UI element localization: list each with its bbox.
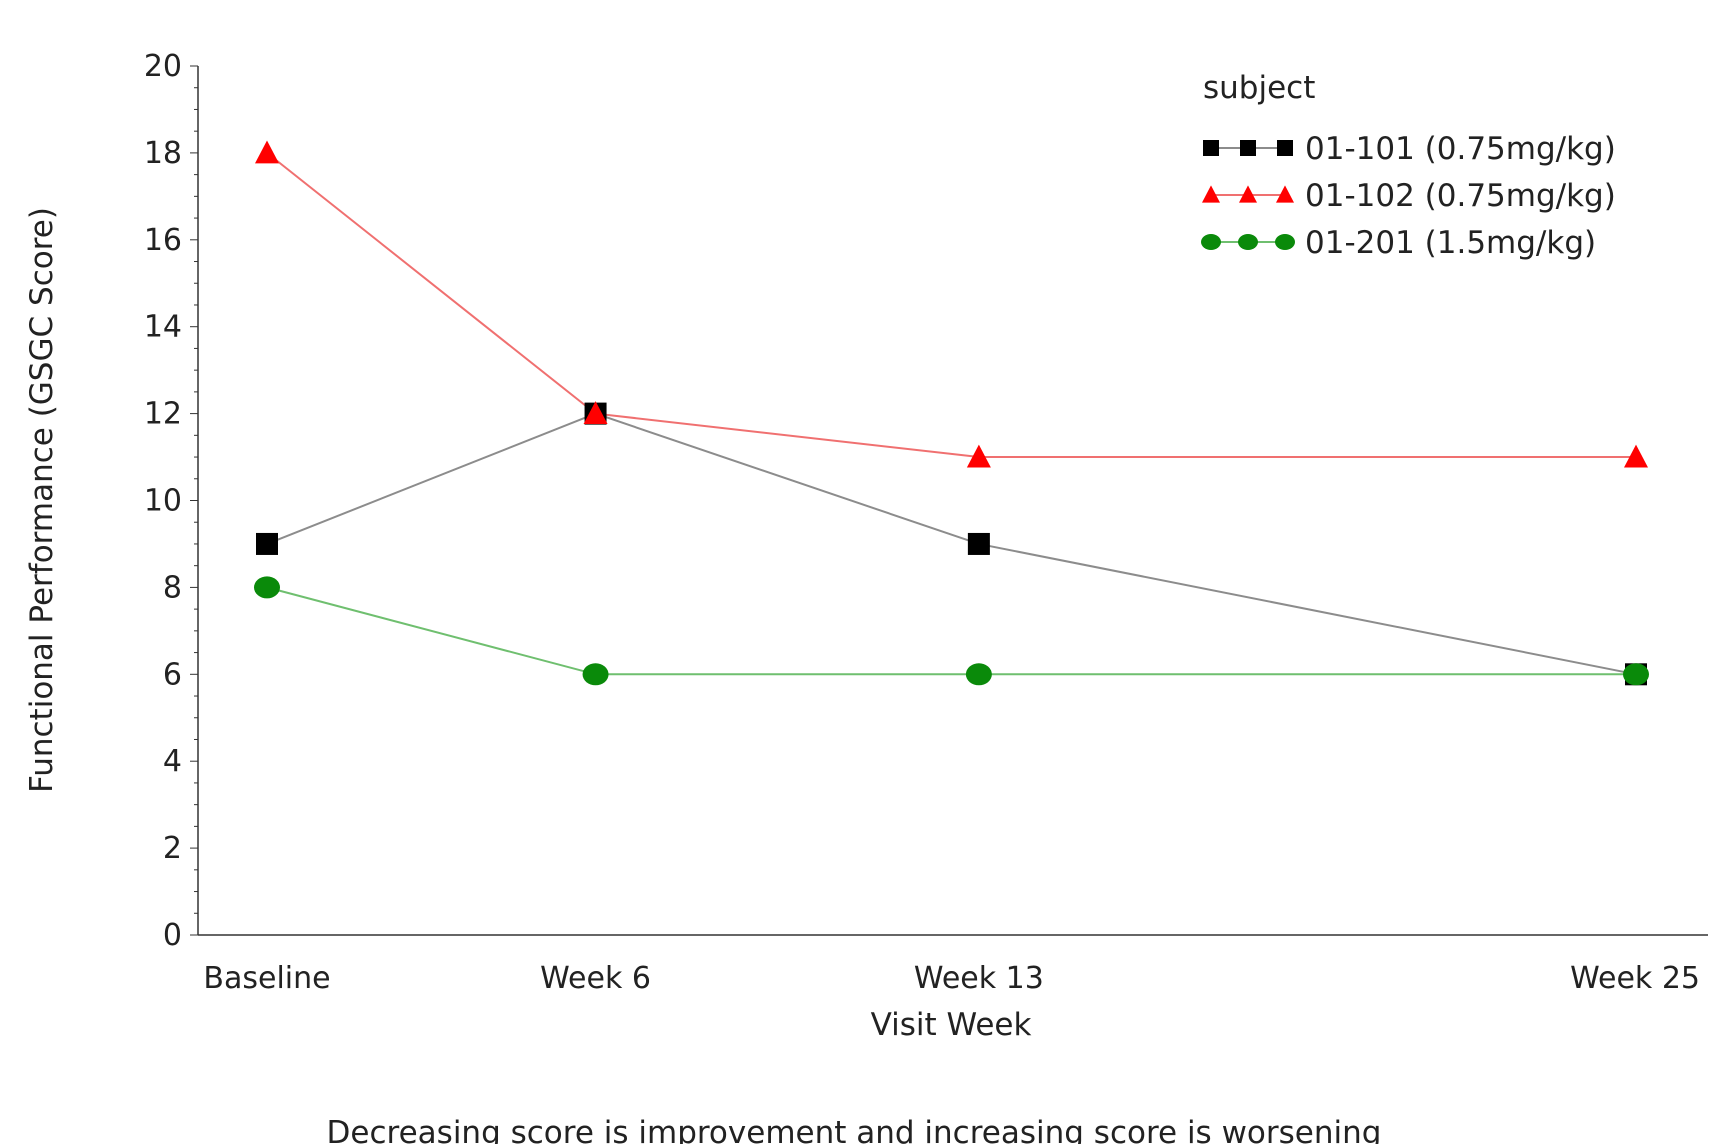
legend-item: 01-201 (1.5mg/kg)	[1201, 225, 1596, 261]
legend-item: 01-102 (0.75mg/kg)	[1202, 178, 1616, 214]
data-point-square	[256, 532, 278, 555]
data-point-circle	[254, 576, 280, 599]
y-tick-label: 16	[144, 223, 182, 258]
series-line-triangle	[266, 152, 1636, 459]
legend-label: 01-102 (0.75mg/kg)	[1305, 178, 1616, 214]
data-point-circle	[582, 663, 609, 686]
y-axis-title: Functional Performance (GSGC Score)	[24, 207, 60, 793]
x-tick-label: Week 6	[540, 961, 651, 996]
legend-marker-triangle	[1239, 185, 1257, 203]
series-markers	[254, 140, 1649, 686]
legend-item: 01-101 (0.75mg/kg)	[1203, 131, 1616, 167]
data-point-triangle	[966, 444, 991, 468]
legend-marker-circle	[1275, 234, 1295, 250]
y-tick-label: 10	[144, 484, 182, 519]
chart-caption: Decreasing score is improvement and incr…	[327, 1115, 1382, 1144]
data-point-circle	[965, 663, 992, 686]
legend-marker-circle	[1201, 234, 1221, 250]
data-point-triangle	[583, 401, 608, 425]
y-tick-label: 2	[163, 831, 182, 866]
y-tick-label: 0	[163, 918, 182, 953]
y-tick-label: 6	[163, 657, 182, 692]
legend-marker-triangle	[1276, 185, 1294, 203]
legend-title: subject	[1203, 70, 1315, 106]
data-point-triangle	[255, 140, 279, 164]
x-tick-label: Baseline	[203, 961, 330, 996]
series-line-circle	[266, 586, 1636, 676]
data-point-triangle	[1624, 444, 1648, 468]
axes: 0 2 4 6 8 10 12 14 16 18 20 Baseline Week 6 Week 13 We…	[144, 49, 1708, 996]
legend-marker-square	[1277, 140, 1293, 156]
series-line-square	[266, 412, 1637, 676]
legend-marker-circle	[1238, 234, 1258, 250]
legend-label: 01-201 (1.5mg/kg)	[1305, 225, 1596, 261]
legend-marker-triangle	[1202, 185, 1220, 203]
legend-marker-square	[1240, 140, 1256, 156]
legend-label: 01-101 (0.75mg/kg)	[1305, 131, 1616, 167]
y-tick-label: 14	[144, 310, 182, 345]
legend-marker-square	[1203, 140, 1219, 156]
y-tick-label: 12	[144, 397, 182, 432]
x-axis-title: Visit Week	[871, 1007, 1032, 1043]
y-tick-label: 8	[163, 570, 182, 605]
x-tick-label: Week 13	[914, 961, 1044, 996]
legend: subject 01-101 (0.75mg/kg) 01-102 (0.75mg/…	[1201, 70, 1616, 261]
data-point-square	[967, 532, 990, 555]
y-tick-label: 20	[144, 49, 182, 84]
data-point-circle	[1623, 663, 1649, 686]
x-tick-label: Week 25	[1570, 961, 1700, 996]
y-tick-label: 18	[144, 136, 182, 171]
y-tick-label: 4	[163, 744, 182, 779]
series-lines	[266, 152, 1637, 676]
